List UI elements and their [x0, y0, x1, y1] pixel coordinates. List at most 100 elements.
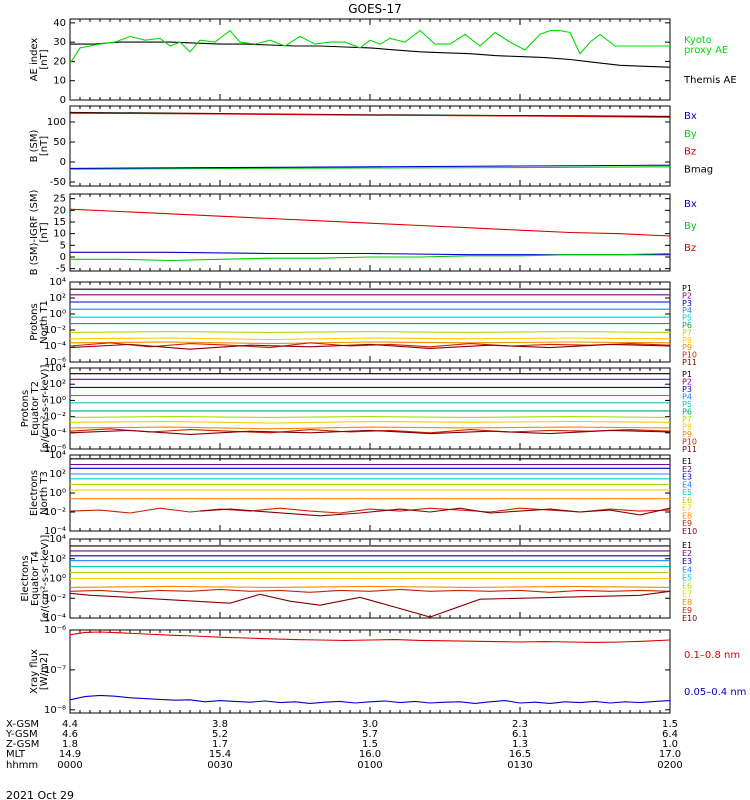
y-axis-label: North T3: [39, 471, 50, 515]
footer-value: 0130: [507, 760, 532, 771]
y-tick-label: 10⁰: [49, 574, 66, 585]
y-tick-label: 5: [60, 240, 66, 251]
y-tick-label: 10⁰: [49, 395, 66, 406]
legend-entry: E4: [682, 565, 692, 574]
y-tick-label: 10⁻²: [44, 507, 66, 518]
y-axis-label: [p/(cm²-s-sr-keV)]: [40, 365, 51, 453]
footer-value: 5.2: [212, 729, 228, 740]
y-tick-label: 10⁻⁴: [44, 428, 66, 439]
y-axis-label: Protons: [29, 303, 40, 340]
y-tick-label: 50: [53, 137, 66, 148]
y-tick-label: 10⁻⁴: [44, 526, 66, 537]
y-axis-label: [W/m2]: [39, 653, 50, 690]
y-tick-label: 10⁻⁶: [44, 625, 66, 636]
y-tick-label: 10⁴: [49, 363, 66, 374]
footer-value: 0100: [357, 760, 382, 771]
legend-entry: P4: [682, 306, 692, 315]
footer-value: 0030: [207, 760, 232, 771]
y-tick-label: 10⁻²: [44, 593, 66, 604]
y-tick-label: 10⁻⁴: [44, 341, 66, 352]
y-axis-label: [e/(cm²-s-sr-keV)]: [40, 535, 51, 623]
legend-entry: Bx: [684, 199, 697, 210]
y-axis-label: [nT]: [39, 136, 50, 156]
series-line-p9: [69, 426, 671, 430]
footer-value: 4.6: [62, 729, 78, 740]
legend-entry: P6: [682, 408, 692, 417]
series-line-by: [69, 166, 671, 170]
series-line-e9: [69, 588, 671, 593]
series-line-e10: [199, 507, 671, 517]
footer-row-label: Y-GSM: [5, 729, 38, 740]
legend-entry: P1: [682, 284, 692, 293]
plot-title: GOES-17: [348, 2, 402, 16]
series-line-p10: [69, 342, 671, 349]
y-tick-label: 10: [53, 229, 66, 240]
y-tick-label: -50: [50, 177, 66, 188]
legend-entry: E7: [682, 504, 692, 513]
y-tick-label: 10⁴: [49, 450, 66, 461]
legend-entry: E2: [682, 549, 692, 558]
panel-2: -50 0 50 100 B (SM) [nT] Bx By Bz Bmag: [29, 105, 713, 188]
legend-entry: E1: [682, 541, 692, 550]
legend-entry: P8: [682, 336, 692, 345]
y-tick-label: 0: [60, 252, 66, 263]
y-axis-label: Xray flux: [29, 649, 40, 694]
series-line-kyoto-proxy-ae: [69, 29, 670, 64]
legend-entry: P3: [682, 299, 692, 308]
series-line-bmag: [69, 111, 671, 117]
footer-row-label: X-GSM: [6, 719, 39, 730]
footer-value: 4.4: [62, 719, 78, 730]
footer-value: 6.1: [512, 729, 528, 740]
legend-entry: Kyoto: [684, 35, 712, 46]
series-line-p9: [69, 341, 671, 345]
series-line-p7: [69, 331, 671, 333]
series-line-0-1-0-8-nm: [69, 631, 671, 643]
y-tick-label: 100: [47, 117, 66, 128]
y-tick-label: 10⁻²: [44, 325, 66, 336]
y-tick-label: 10: [53, 76, 66, 87]
series-line-0-05-0-4-nm: [69, 694, 671, 704]
legend-entry: By: [684, 129, 697, 140]
legend-entry: E3: [682, 557, 692, 566]
y-tick-label: 20: [53, 205, 66, 216]
legend-entry: E8: [682, 511, 692, 520]
panel-frame: [69, 105, 671, 187]
footer-row-label: MLT: [6, 749, 26, 760]
legend-entry: P9: [682, 430, 692, 439]
y-axis-label: Electrons: [20, 555, 31, 601]
footer-row-label: Z-GSM: [6, 739, 39, 750]
panel-7: 10⁻⁴ 10⁻² 10⁰ 10² 10⁴ Electrons Equator T4 [e/(…: [20, 534, 697, 624]
series-line-themis-ae: [70, 41, 671, 68]
footer-value: 1.8: [62, 739, 78, 750]
legend-entry: P3: [682, 385, 692, 394]
y-tick-label: 10²: [49, 379, 66, 390]
series-line-e10: [69, 590, 671, 618]
y-tick-label: 10⁰: [49, 309, 66, 320]
panel-8: 10⁻⁸ 10⁻⁷ 10⁻⁶ Xray flux [W/m2] 0.1–0.8 nm 0.0…: [29, 625, 746, 716]
y-tick-label: 10²: [49, 293, 66, 304]
legend-entry: P9: [682, 343, 692, 352]
legend-entry: Bz: [684, 243, 696, 254]
y-tick-label: 25: [53, 194, 66, 205]
legend-entry: P10: [682, 438, 697, 447]
legend-entry: Bmag: [684, 164, 713, 175]
y-tick-label: 0: [60, 157, 66, 168]
footer-value: 2.3: [512, 719, 528, 730]
panel-frame: [69, 367, 671, 450]
legend-entry: 0.05–0.4 nm: [684, 687, 746, 698]
series-line-bz: [69, 208, 671, 237]
panel-5: 10⁻⁶ 10⁻⁴ 10⁻² 10⁰ 10² 10⁴ Protons Equator T2 [p…: [20, 363, 697, 455]
y-axis-label: North T1: [39, 300, 50, 344]
series-line-by: [70, 252, 671, 262]
panel-6: 10⁻⁴ 10⁻² 10⁰ 10² 10⁴ Electrons North T3 E1E2E3…: [29, 450, 697, 537]
legend-entry: P1: [682, 370, 692, 379]
y-axis-label: Electrons: [29, 470, 40, 516]
series-line-p11: [69, 343, 671, 350]
legend-entry: E6: [682, 582, 692, 591]
y-tick-label: 40: [53, 18, 66, 29]
footer-value: 16.0: [359, 749, 381, 760]
legend-entry: P5: [682, 400, 692, 409]
legend-entry: E1: [682, 457, 692, 466]
